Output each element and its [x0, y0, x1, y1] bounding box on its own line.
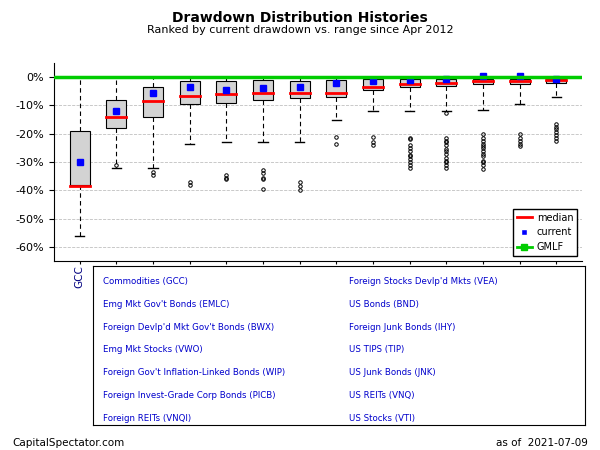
- Bar: [509, 79, 530, 84]
- Text: US Bonds (BND): US Bonds (BND): [349, 300, 419, 309]
- Text: Foreign Devlp'd Mkt Gov't Bonds (BWX): Foreign Devlp'd Mkt Gov't Bonds (BWX): [103, 323, 274, 332]
- Text: US TIPS (TIP): US TIPS (TIP): [349, 346, 404, 355]
- Bar: [216, 81, 236, 103]
- Text: Foreign Stocks Devlp'd Mkts (VEA): Foreign Stocks Devlp'd Mkts (VEA): [349, 277, 497, 286]
- Bar: [106, 100, 127, 128]
- Bar: [400, 79, 420, 87]
- Text: US Junk Bonds (JNK): US Junk Bonds (JNK): [349, 368, 436, 377]
- Bar: [363, 79, 383, 90]
- Text: Emg Mkt Gov't Bonds (EMLC): Emg Mkt Gov't Bonds (EMLC): [103, 300, 229, 309]
- Text: Drawdown Distribution Histories: Drawdown Distribution Histories: [172, 11, 428, 25]
- Legend: median, current, GMLF: median, current, GMLF: [513, 209, 577, 256]
- Bar: [70, 131, 90, 184]
- Bar: [253, 80, 273, 100]
- Text: CapitalSpectator.com: CapitalSpectator.com: [12, 438, 124, 448]
- Text: Foreign Gov't Inflation-Linked Bonds (WIP): Foreign Gov't Inflation-Linked Bonds (WI…: [103, 368, 285, 377]
- Bar: [290, 81, 310, 99]
- Text: Ranked by current drawdown vs. range since Apr 2012: Ranked by current drawdown vs. range sin…: [146, 25, 454, 35]
- Text: as of  2021-07-09: as of 2021-07-09: [496, 438, 588, 448]
- Bar: [143, 87, 163, 117]
- Text: US Stocks (VTI): US Stocks (VTI): [349, 414, 415, 423]
- Bar: [436, 79, 457, 86]
- Text: Commodities (GCC): Commodities (GCC): [103, 277, 188, 286]
- Bar: [179, 81, 200, 104]
- Bar: [546, 79, 566, 83]
- Bar: [326, 80, 346, 97]
- Text: Foreign REITs (VNQI): Foreign REITs (VNQI): [103, 414, 191, 423]
- Text: US REITs (VNQ): US REITs (VNQ): [349, 391, 415, 400]
- Text: Foreign Junk Bonds (IHY): Foreign Junk Bonds (IHY): [349, 323, 455, 332]
- Text: Foreign Invest-Grade Corp Bonds (PICB): Foreign Invest-Grade Corp Bonds (PICB): [103, 391, 275, 400]
- Text: Emg Mkt Stocks (VWO): Emg Mkt Stocks (VWO): [103, 346, 202, 355]
- Bar: [473, 79, 493, 84]
